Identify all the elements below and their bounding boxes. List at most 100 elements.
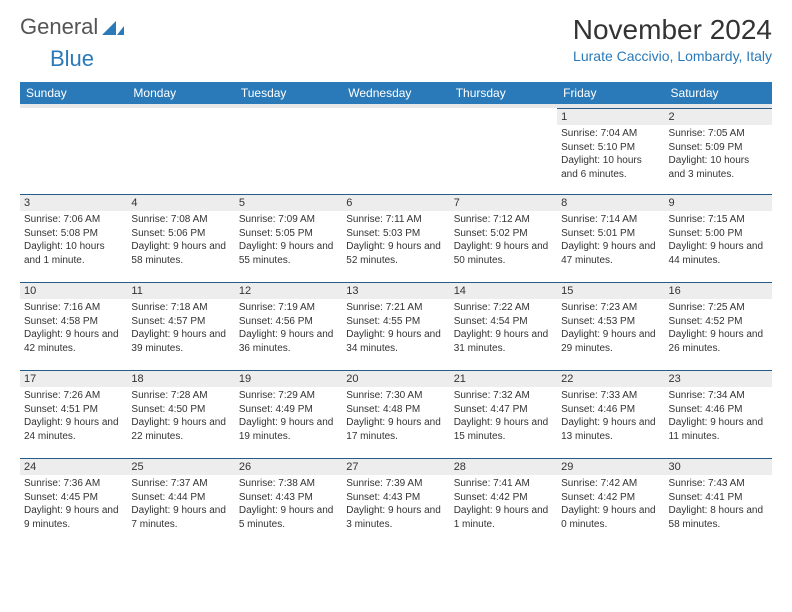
day-text: Sunrise: 7:34 AMSunset: 4:46 PMDaylight:… [669, 389, 768, 443]
sunrise: Sunrise: 7:26 AM [24, 389, 123, 403]
day-header: Monday [127, 82, 234, 106]
day-number: 1 [557, 108, 664, 125]
daylight: Daylight: 9 hours and 34 minutes. [346, 328, 445, 355]
calendar-cell: 2Sunrise: 7:05 AMSunset: 5:09 PMDaylight… [665, 106, 772, 194]
daylight: Daylight: 9 hours and 0 minutes. [561, 504, 660, 531]
daylight: Daylight: 9 hours and 26 minutes. [669, 328, 768, 355]
day-number: 14 [450, 282, 557, 299]
daylight: Daylight: 9 hours and 24 minutes. [24, 416, 123, 443]
day-number: 19 [235, 370, 342, 387]
logo: General [20, 14, 126, 40]
cell-inner: 20 Sunrise: 7:30 AMSunset: 4:48 PMDayligh… [342, 370, 449, 458]
calendar-cell: 14 Sunrise: 7:22 AMSunset: 4:54 PMDayligh… [450, 282, 557, 370]
day-text: Sunrise: 7:18 AMSunset: 4:57 PMDaylight:… [131, 301, 230, 355]
cell-inner: 28Sunrise: 7:41 AMSunset: 4:42 PMDayligh… [450, 458, 557, 546]
cell-inner: 8Sunrise: 7:14 AMSunset: 5:01 PMDaylight… [557, 194, 664, 282]
calendar-cell [235, 106, 342, 194]
calendar-cell: 9Sunrise: 7:15 AMSunset: 5:00 PMDaylight… [665, 194, 772, 282]
day-number: 18 [127, 370, 234, 387]
day-number: 30 [665, 458, 772, 475]
calendar-cell: 4Sunrise: 7:08 AMSunset: 5:06 PMDaylight… [127, 194, 234, 282]
sunset: Sunset: 5:02 PM [454, 227, 553, 241]
sunset: Sunset: 4:53 PM [561, 315, 660, 329]
day-text: Sunrise: 7:11 AMSunset: 5:03 PMDaylight:… [346, 213, 445, 267]
day-text: Sunrise: 7:09 AMSunset: 5:05 PMDaylight:… [239, 213, 338, 267]
logo-text-1: General [20, 14, 98, 40]
sunset: Sunset: 4:52 PM [669, 315, 768, 329]
cell-inner: 12Sunrise: 7:19 AMSunset: 4:56 PMDayligh… [235, 282, 342, 370]
day-number: 5 [235, 194, 342, 211]
daylight: Daylight: 9 hours and 55 minutes. [239, 240, 338, 267]
daylight: Daylight: 9 hours and 52 minutes. [346, 240, 445, 267]
daylight: Daylight: 9 hours and 58 minutes. [131, 240, 230, 267]
day-text: Sunrise: 7:42 AMSunset: 4:42 PMDaylight:… [561, 477, 660, 531]
day-text: Sunrise: 7:30 AMSunset: 4:48 PMDaylight:… [346, 389, 445, 443]
sunset: Sunset: 4:55 PM [346, 315, 445, 329]
sunset: Sunset: 4:41 PM [669, 491, 768, 505]
daylight: Daylight: 9 hours and 29 minutes. [561, 328, 660, 355]
calendar-cell: 16Sunrise: 7:25 AMSunset: 4:52 PMDayligh… [665, 282, 772, 370]
day-number: 24 [20, 458, 127, 475]
sunrise: Sunrise: 7:22 AM [454, 301, 553, 315]
cell-inner: 16Sunrise: 7:25 AMSunset: 4:52 PMDayligh… [665, 282, 772, 370]
sunrise: Sunrise: 7:21 AM [346, 301, 445, 315]
day-text: Sunrise: 7:28 AMSunset: 4:50 PMDaylight:… [131, 389, 230, 443]
cell-inner: 7Sunrise: 7:12 AMSunset: 5:02 PMDaylight… [450, 194, 557, 282]
day-text: Sunrise: 7:23 AMSunset: 4:53 PMDaylight:… [561, 301, 660, 355]
day-number: 8 [557, 194, 664, 211]
cell-inner: 5 Sunrise: 7:09 AMSunset: 5:05 PMDaylight… [235, 194, 342, 282]
sunrise: Sunrise: 7:38 AM [239, 477, 338, 491]
day-number: 10 [20, 282, 127, 299]
daylight: Daylight: 8 hours and 58 minutes. [669, 504, 768, 531]
sunset: Sunset: 4:58 PM [24, 315, 123, 329]
calendar-cell: 25Sunrise: 7:37 AMSunset: 4:44 PMDayligh… [127, 458, 234, 546]
sunset: Sunset: 4:57 PM [131, 315, 230, 329]
day-text: Sunrise: 7:15 AMSunset: 5:00 PMDaylight:… [669, 213, 768, 267]
calendar-cell: 1Sunrise: 7:04 AMSunset: 5:10 PMDaylight… [557, 106, 664, 194]
calendar-cell: 22Sunrise: 7:33 AMSunset: 4:46 PMDayligh… [557, 370, 664, 458]
sunrise: Sunrise: 7:23 AM [561, 301, 660, 315]
day-text: Sunrise: 7:22 AMSunset: 4:54 PMDaylight:… [454, 301, 553, 355]
day-text: Sunrise: 7:16 AMSunset: 4:58 PMDaylight:… [24, 301, 123, 355]
day-number: 20 [342, 370, 449, 387]
sunrise: Sunrise: 7:30 AM [346, 389, 445, 403]
day-number: 13 [342, 282, 449, 299]
daylight: Daylight: 9 hours and 3 minutes. [346, 504, 445, 531]
calendar-cell: 28Sunrise: 7:41 AMSunset: 4:42 PMDayligh… [450, 458, 557, 546]
calendar-cell: 8Sunrise: 7:14 AMSunset: 5:01 PMDaylight… [557, 194, 664, 282]
sunset: Sunset: 5:00 PM [669, 227, 768, 241]
day-number: 22 [557, 370, 664, 387]
cell-inner: 10 Sunrise: 7:16 AMSunset: 4:58 PMDayligh… [20, 282, 127, 370]
cell-inner: 27Sunrise: 7:39 AMSunset: 4:43 PMDayligh… [342, 458, 449, 546]
cell-inner: 24Sunrise: 7:36 AMSunset: 4:45 PMDayligh… [20, 458, 127, 546]
daylight: Daylight: 9 hours and 39 minutes. [131, 328, 230, 355]
sunset: Sunset: 4:46 PM [669, 403, 768, 417]
sunrise: Sunrise: 7:36 AM [24, 477, 123, 491]
sunset: Sunset: 4:56 PM [239, 315, 338, 329]
daylight: Daylight: 10 hours and 6 minutes. [561, 154, 660, 181]
day-number: 6 [342, 194, 449, 211]
logo-triangle-icon [102, 19, 124, 35]
sunrise: Sunrise: 7:41 AM [454, 477, 553, 491]
cell-inner: 18 Sunrise: 7:28 AMSunset: 4:50 PMDayligh… [127, 370, 234, 458]
sunrise: Sunrise: 7:25 AM [669, 301, 768, 315]
calendar-cell: 21Sunrise: 7:32 AMSunset: 4:47 PMDayligh… [450, 370, 557, 458]
calendar-cell [342, 106, 449, 194]
sunrise: Sunrise: 7:08 AM [131, 213, 230, 227]
cell-inner: 19Sunrise: 7:29 AMSunset: 4:49 PMDayligh… [235, 370, 342, 458]
sunrise: Sunrise: 7:43 AM [669, 477, 768, 491]
sunrise: Sunrise: 7:42 AM [561, 477, 660, 491]
day-header: Wednesday [342, 82, 449, 106]
sunset: Sunset: 5:05 PM [239, 227, 338, 241]
calendar-cell: 30 Sunrise: 7:43 AMSunset: 4:41 PMDayligh… [665, 458, 772, 546]
calendar-cell: 3Sunrise: 7:06 AMSunset: 5:08 PMDaylight… [20, 194, 127, 282]
daylight: Daylight: 9 hours and 44 minutes. [669, 240, 768, 267]
day-text: Sunrise: 7:39 AMSunset: 4:43 PMDaylight:… [346, 477, 445, 531]
calendar-cell: 20 Sunrise: 7:30 AMSunset: 4:48 PMDayligh… [342, 370, 449, 458]
cell-inner: 1Sunrise: 7:04 AMSunset: 5:10 PMDaylight… [557, 108, 664, 194]
location: Lurate Caccivio, Lombardy, Italy [573, 48, 772, 64]
day-number: 15 [557, 282, 664, 299]
sunrise: Sunrise: 7:39 AM [346, 477, 445, 491]
sunset: Sunset: 4:43 PM [239, 491, 338, 505]
cell-inner: 22Sunrise: 7:33 AMSunset: 4:46 PMDayligh… [557, 370, 664, 458]
